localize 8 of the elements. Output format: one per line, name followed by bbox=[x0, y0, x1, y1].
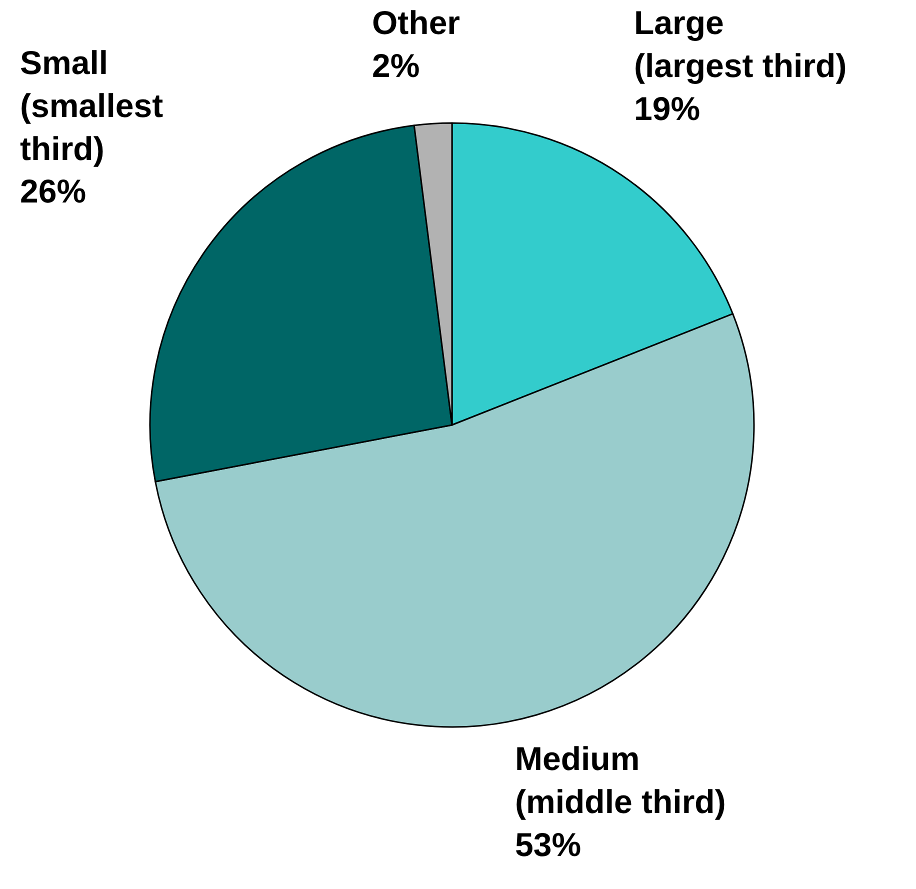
slice-label: Large (largest third) bbox=[634, 4, 847, 84]
slice-label: Other bbox=[372, 4, 460, 41]
data-label: 26% bbox=[20, 172, 86, 210]
data-label: 19% bbox=[634, 90, 700, 127]
slice-label: Medium (middle third) bbox=[515, 740, 726, 820]
slice-label: Small (smallest third) bbox=[20, 44, 164, 167]
data-label: 2% bbox=[372, 46, 420, 84]
data-label: 53% bbox=[515, 826, 582, 863]
